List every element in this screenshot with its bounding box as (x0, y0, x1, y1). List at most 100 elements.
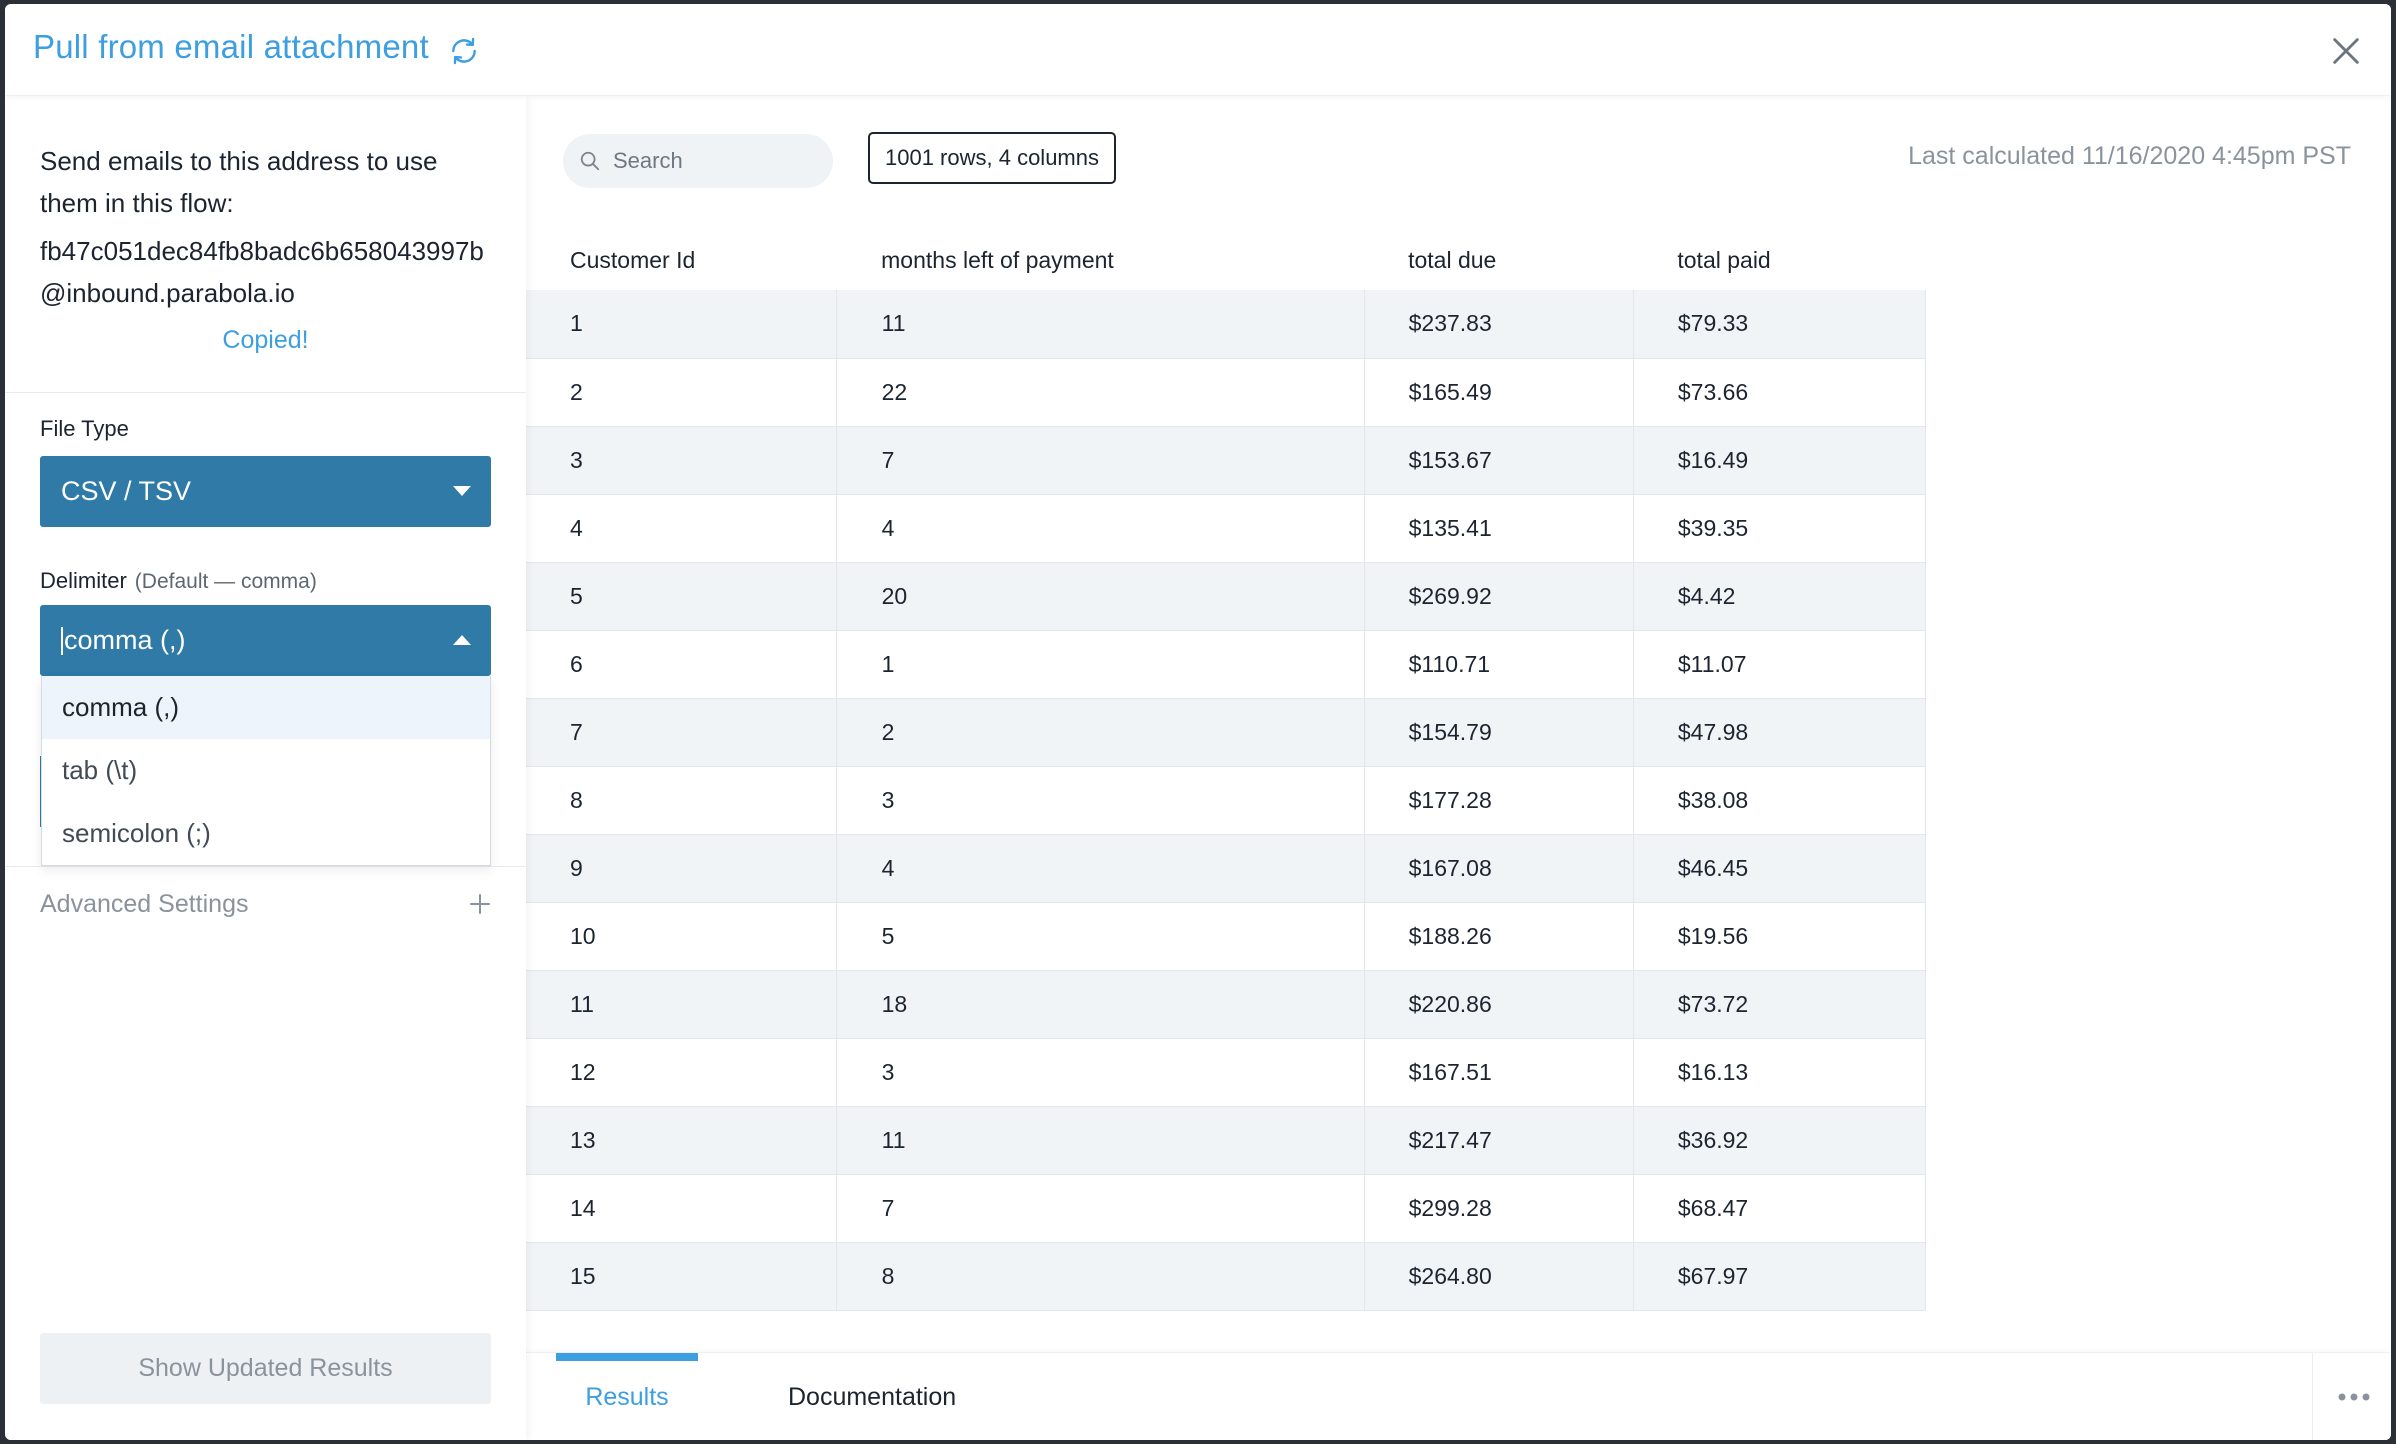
divider (5, 392, 526, 393)
table-cell: $19.56 (1633, 902, 1927, 971)
table-cell: 14 (526, 1174, 837, 1243)
delimiter-value: comma (,) (64, 625, 186, 655)
file-type-select[interactable]: CSV / TSV (40, 456, 491, 527)
table-cell: $264.80 (1364, 1242, 1634, 1311)
table-cell: $68.47 (1633, 1174, 1927, 1243)
table-cell: 5 (836, 902, 1365, 971)
results-panel: 1001 rows, 4 columns Last calculated 11/… (526, 96, 2391, 1440)
table-row: 6 1 $110.71 $11.07 (526, 630, 1927, 699)
close-icon[interactable] (2329, 34, 2363, 68)
column-header[interactable]: months left of payment (881, 246, 1114, 273)
table-cell: $237.83 (1364, 290, 1634, 359)
table-row: 4 4 $135.41 $39.35 (526, 494, 1927, 563)
table-cell: 7 (526, 698, 837, 767)
dropdown-option-comma[interactable]: comma (,) (42, 676, 490, 739)
table-cell: $153.67 (1364, 426, 1634, 495)
table-cell: $11.07 (1633, 630, 1927, 699)
text-cursor (61, 626, 63, 655)
table-cell: 6 (526, 630, 837, 699)
table-cell: 3 (526, 426, 837, 495)
table-cell: $167.08 (1364, 834, 1634, 903)
table-cell: 12 (526, 1038, 837, 1107)
inbound-email-address[interactable]: fb47c051dec84fb8badc6b658043997b@inbound… (40, 236, 484, 308)
table-cell: 4 (836, 494, 1365, 563)
column-header[interactable]: Customer Id (570, 246, 696, 273)
show-updated-results-button[interactable]: Show Updated Results (40, 1333, 491, 1404)
tab-documentation[interactable]: Documentation (788, 1382, 957, 1411)
table-cell: $165.49 (1364, 358, 1634, 427)
table-cell: $67.97 (1633, 1242, 1927, 1311)
copied-link[interactable]: Copied! (222, 326, 309, 354)
file-type-label: File Type (40, 416, 129, 441)
search-icon (580, 151, 600, 171)
last-calculated-text: Last calculated 11/16/2020 4:45pm PST (1908, 142, 2351, 170)
table-cell: $4.42 (1633, 562, 1927, 631)
search-box[interactable] (563, 134, 833, 188)
caret-up-icon (453, 635, 471, 645)
delimiter-label: Delimiter (Default — comma) (40, 568, 317, 594)
table-cell: 3 (836, 766, 1365, 835)
modal-header: Pull from email attachment (5, 4, 2391, 96)
table-row: 5 20 $269.92 $4.42 (526, 562, 1927, 631)
table-cell: $36.92 (1633, 1106, 1927, 1175)
table-cell: 8 (836, 1242, 1365, 1311)
table-cell: 3 (836, 1038, 1365, 1107)
table-cell: 15 (526, 1242, 837, 1311)
column-header[interactable]: total paid (1677, 246, 1771, 273)
table-cell: 7 (836, 1174, 1365, 1243)
table-row: 9 4 $167.08 $46.45 (526, 834, 1927, 903)
table-cell: 2 (836, 698, 1365, 767)
table-cell: 8 (526, 766, 837, 835)
advanced-settings-toggle[interactable]: Advanced Settings (40, 890, 249, 918)
table-cell: 1 (836, 630, 1365, 699)
table-cell: $47.98 (1633, 698, 1927, 767)
file-type-value: CSV / TSV (61, 476, 192, 506)
table-cell: 11 (526, 970, 837, 1039)
table-row: 3 7 $153.67 $16.49 (526, 426, 1927, 495)
table-cell: $16.13 (1633, 1038, 1927, 1107)
results-table-wrapper: Customer Id months left of payment total… (526, 230, 1927, 1311)
settings-panel: Send emails to this address to use them … (5, 96, 526, 1440)
table-cell: $167.51 (1364, 1038, 1634, 1107)
column-header[interactable]: total due (1408, 246, 1497, 273)
tab-results[interactable]: Results (556, 1353, 698, 1440)
delimiter-select[interactable]: comma (,) (40, 605, 491, 676)
table-cell: 4 (526, 494, 837, 563)
table-cell: $154.79 (1364, 698, 1634, 767)
divider (5, 866, 526, 867)
modal: Pull from email attachment Send emails t… (5, 4, 2391, 1440)
table-cell: $73.66 (1633, 358, 1927, 427)
dropdown-option-semicolon[interactable]: semicolon (;) (62, 818, 211, 848)
table-cell: $110.71 (1364, 630, 1634, 699)
more-icon[interactable] (2336, 1391, 2372, 1403)
table-cell: 1 (526, 290, 837, 359)
delimiter-label-text: Delimiter (40, 568, 127, 593)
table-cell: 2 (526, 358, 837, 427)
table-row: 1 11 $237.83 $79.33 (526, 290, 1927, 359)
table-cell: $79.33 (1633, 290, 1927, 359)
table-cell: 4 (836, 834, 1365, 903)
search-input[interactable] (613, 148, 813, 174)
table-cell: $135.41 (1364, 494, 1634, 563)
refresh-icon[interactable] (448, 35, 480, 67)
table-cell: 11 (836, 290, 1365, 359)
table-header-row: Customer Id months left of payment total… (526, 230, 1926, 290)
table-cell: 22 (836, 358, 1365, 427)
caret-down-icon (453, 486, 471, 496)
table-row: 12 3 $167.51 $16.13 (526, 1038, 1927, 1107)
table-cell: 10 (526, 902, 837, 971)
delimiter-hint: (Default — comma) (134, 570, 317, 593)
table-cell: 18 (836, 970, 1365, 1039)
table-cell: 7 (836, 426, 1365, 495)
divider (2312, 1353, 2313, 1440)
table-cell: $217.47 (1364, 1106, 1634, 1175)
table-cell: 11 (836, 1106, 1365, 1175)
table-cell: $38.08 (1633, 766, 1927, 835)
results-table: Customer Id months left of payment total… (526, 230, 1927, 1311)
table-row: 14 7 $299.28 $68.47 (526, 1174, 1927, 1243)
plus-icon[interactable] (468, 892, 492, 916)
table-cell: $73.72 (1633, 970, 1927, 1039)
dropdown-option-tab[interactable]: tab (\t) (62, 755, 138, 785)
table-cell: $177.28 (1364, 766, 1634, 835)
table-row: 10 5 $188.26 $19.56 (526, 902, 1927, 971)
